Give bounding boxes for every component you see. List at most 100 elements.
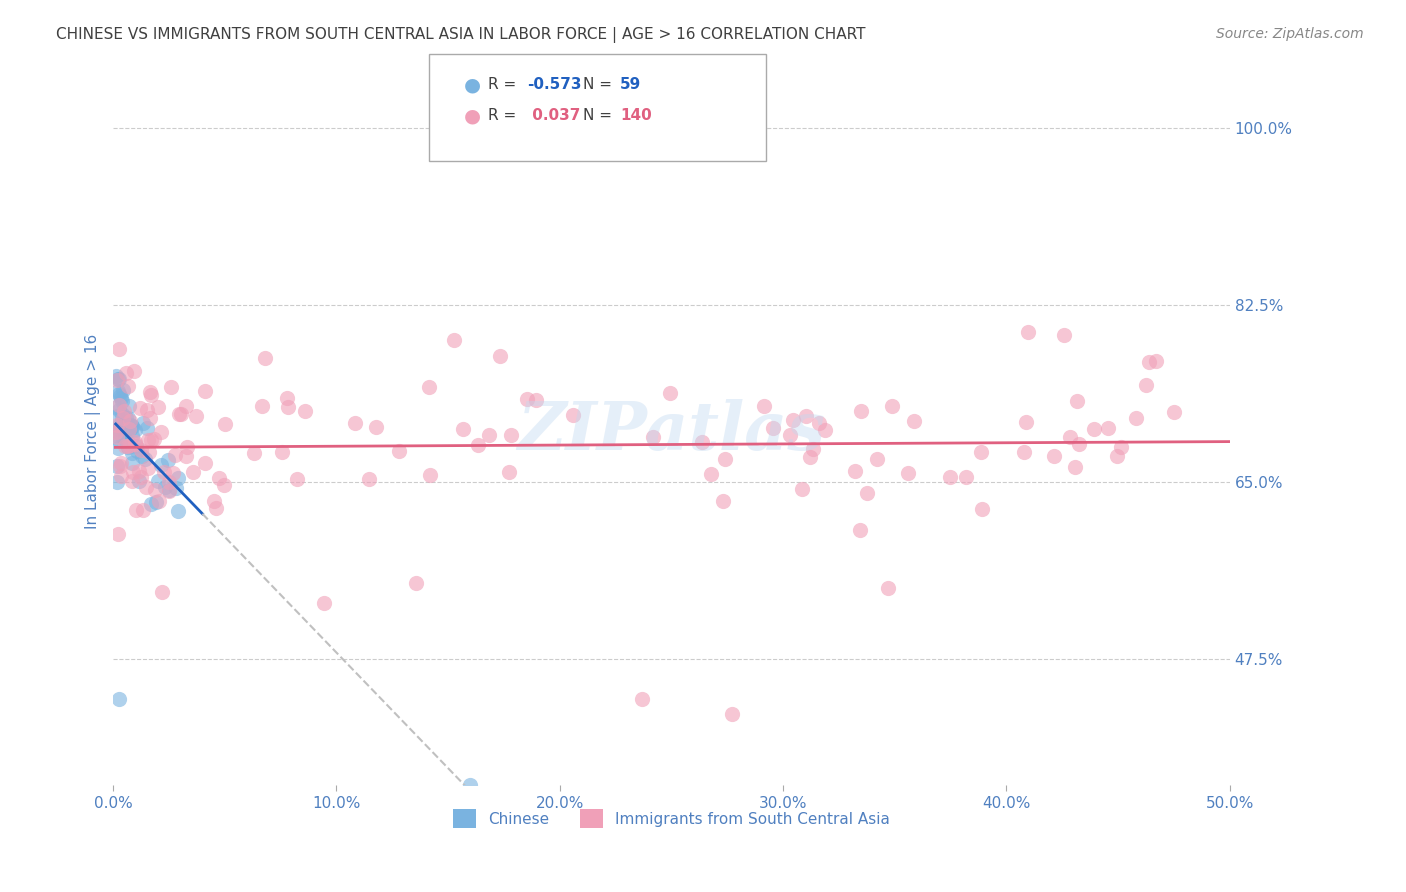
Point xyxy=(1059,430,1081,444)
Point xyxy=(419,468,441,483)
Point xyxy=(129,469,152,483)
Point xyxy=(467,438,489,452)
Point xyxy=(157,453,180,467)
Point xyxy=(108,389,131,403)
Point xyxy=(107,384,129,398)
Point xyxy=(115,366,138,380)
Point xyxy=(208,471,231,485)
Point xyxy=(1053,327,1076,342)
Point xyxy=(970,445,993,459)
Point xyxy=(105,369,128,384)
Point xyxy=(121,446,143,460)
Point xyxy=(1144,354,1167,368)
Point xyxy=(897,467,920,481)
Point xyxy=(498,465,520,479)
Text: N =: N = xyxy=(583,109,617,123)
Point xyxy=(214,417,236,431)
Point xyxy=(124,435,146,450)
Text: ●: ● xyxy=(464,75,481,95)
Point xyxy=(118,422,141,436)
Point xyxy=(212,477,235,491)
Point xyxy=(700,467,723,481)
Point xyxy=(110,469,132,483)
Point xyxy=(344,416,367,430)
Point xyxy=(141,388,163,402)
Point xyxy=(107,371,129,385)
Point xyxy=(114,432,136,446)
Point xyxy=(104,428,127,442)
Point xyxy=(121,419,143,434)
Point xyxy=(1015,415,1038,429)
Point xyxy=(150,585,173,599)
Text: R =: R = xyxy=(488,78,522,92)
Point xyxy=(194,456,217,470)
Point xyxy=(814,423,837,437)
Text: 140: 140 xyxy=(620,109,652,123)
Point xyxy=(117,439,139,453)
Point xyxy=(149,458,172,472)
Text: -0.573: -0.573 xyxy=(527,78,582,92)
Point xyxy=(174,449,197,463)
Point xyxy=(131,449,153,463)
Point xyxy=(105,373,128,387)
Point xyxy=(105,459,128,474)
Point xyxy=(135,480,157,494)
Point xyxy=(112,383,135,397)
Point xyxy=(152,465,174,479)
Point xyxy=(460,778,482,792)
Point xyxy=(117,410,139,425)
Point xyxy=(849,404,872,418)
Point xyxy=(108,398,131,412)
Point xyxy=(165,481,187,495)
Point xyxy=(162,466,184,480)
Point xyxy=(405,575,427,590)
Point xyxy=(721,707,744,722)
Point xyxy=(176,440,198,454)
Point xyxy=(132,503,155,517)
Point xyxy=(157,483,180,497)
Point xyxy=(877,581,900,595)
Point xyxy=(105,409,128,423)
Point xyxy=(782,412,804,426)
Point xyxy=(1066,394,1088,409)
Point xyxy=(202,493,225,508)
Point xyxy=(478,428,501,442)
Point xyxy=(1163,405,1185,419)
Point xyxy=(115,422,138,436)
Point xyxy=(1064,459,1087,474)
Point xyxy=(903,414,925,428)
Point xyxy=(794,409,817,423)
Point xyxy=(174,399,197,413)
Point xyxy=(1043,449,1066,463)
Point xyxy=(148,494,170,508)
Point xyxy=(107,527,129,541)
Point xyxy=(955,470,977,484)
Point xyxy=(121,429,143,443)
Point xyxy=(120,418,142,433)
Point xyxy=(160,379,183,393)
Point xyxy=(1111,440,1133,454)
Point xyxy=(516,392,538,406)
Y-axis label: In Labor Force | Age > 16: In Labor Force | Age > 16 xyxy=(86,334,101,529)
Point xyxy=(110,419,132,434)
Point xyxy=(117,435,139,450)
Point xyxy=(145,495,167,509)
Point xyxy=(366,420,388,434)
Point xyxy=(134,451,156,466)
Point xyxy=(562,409,585,423)
Point xyxy=(108,402,131,417)
Point xyxy=(143,483,166,497)
Point xyxy=(276,392,298,406)
Point xyxy=(111,428,134,442)
Point xyxy=(131,443,153,458)
Point xyxy=(105,400,128,414)
Point xyxy=(254,351,277,365)
Point xyxy=(114,439,136,453)
Point xyxy=(139,433,162,447)
Point xyxy=(111,410,134,425)
Point xyxy=(692,435,714,450)
Point xyxy=(714,452,737,467)
Text: 59: 59 xyxy=(620,78,641,92)
Point xyxy=(105,425,128,439)
Point xyxy=(855,486,877,500)
